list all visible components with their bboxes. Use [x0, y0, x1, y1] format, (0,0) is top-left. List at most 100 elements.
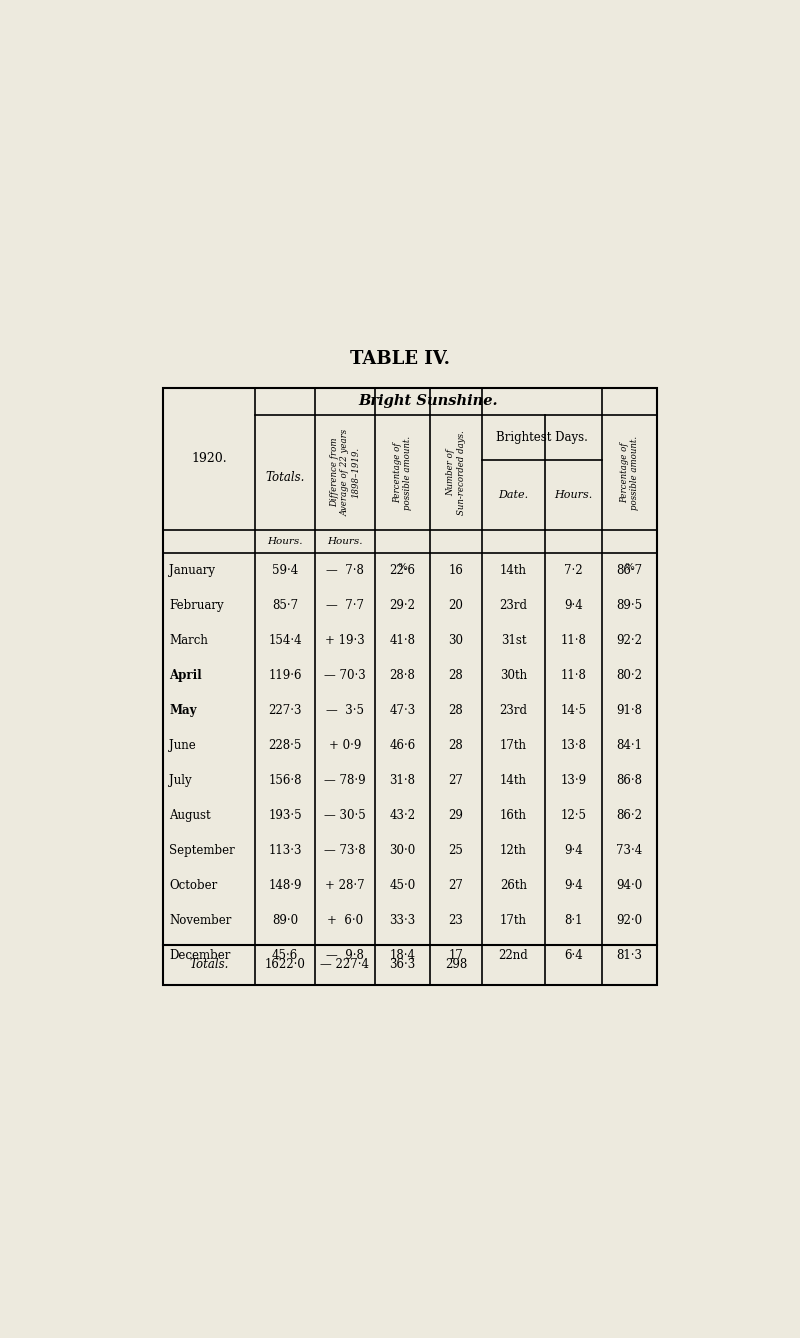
Text: 7·2: 7·2 — [564, 565, 583, 577]
Text: 113·3: 113·3 — [268, 844, 302, 858]
Text: 26th: 26th — [500, 879, 527, 892]
Text: October: October — [169, 879, 218, 892]
Text: — 30·5: — 30·5 — [324, 809, 366, 822]
Text: 86·2: 86·2 — [617, 809, 642, 822]
Text: 45·0: 45·0 — [390, 879, 416, 892]
Text: 33·3: 33·3 — [390, 914, 416, 927]
Text: June: June — [169, 739, 196, 752]
Text: 94·0: 94·0 — [616, 879, 642, 892]
Text: Date.: Date. — [498, 490, 529, 500]
Text: — 227·4: — 227·4 — [321, 958, 370, 971]
Text: Hours.: Hours. — [554, 490, 593, 500]
Text: %: % — [398, 563, 407, 573]
Text: 8·1: 8·1 — [564, 914, 582, 927]
Text: 46·6: 46·6 — [390, 739, 416, 752]
Text: September: September — [169, 844, 234, 858]
Text: 17th: 17th — [500, 914, 527, 927]
Text: 27: 27 — [449, 879, 463, 892]
Text: 29: 29 — [449, 809, 463, 822]
Text: 193·5: 193·5 — [268, 809, 302, 822]
Text: April: April — [169, 669, 202, 682]
Text: 17th: 17th — [500, 739, 527, 752]
Text: 14·5: 14·5 — [561, 704, 586, 717]
Text: 73·4: 73·4 — [616, 844, 642, 858]
Text: 28: 28 — [449, 704, 463, 717]
Text: 36·3: 36·3 — [390, 958, 416, 971]
Text: —  3·5: — 3·5 — [326, 704, 364, 717]
Text: — 70·3: — 70·3 — [324, 669, 366, 682]
Text: 23rd: 23rd — [499, 599, 527, 611]
Text: 12th: 12th — [500, 844, 527, 858]
Text: 81·3: 81·3 — [617, 949, 642, 962]
Text: 86·7: 86·7 — [617, 565, 642, 577]
Text: 89·0: 89·0 — [272, 914, 298, 927]
Text: 22nd: 22nd — [498, 949, 528, 962]
Text: March: March — [169, 634, 208, 648]
Text: 28·8: 28·8 — [390, 669, 415, 682]
Text: —  7·7: — 7·7 — [326, 599, 364, 611]
Text: 23rd: 23rd — [499, 704, 527, 717]
Text: 298: 298 — [445, 958, 467, 971]
Text: 14th: 14th — [500, 565, 527, 577]
Text: 16th: 16th — [500, 809, 527, 822]
Text: 228·5: 228·5 — [268, 739, 302, 752]
Text: 27: 27 — [449, 773, 463, 787]
Text: 89·5: 89·5 — [617, 599, 642, 611]
Text: Number of
Sun-recorded days.: Number of Sun-recorded days. — [446, 429, 466, 515]
Text: 23: 23 — [449, 914, 463, 927]
Text: May: May — [169, 704, 197, 717]
Text: 45·6: 45·6 — [272, 949, 298, 962]
Text: Totals.: Totals. — [190, 958, 229, 971]
Text: 41·8: 41·8 — [390, 634, 415, 648]
Text: 17: 17 — [449, 949, 463, 962]
Text: 86·8: 86·8 — [617, 773, 642, 787]
Text: 14th: 14th — [500, 773, 527, 787]
Text: 11·8: 11·8 — [561, 634, 586, 648]
Text: Bright Sunshine.: Bright Sunshine. — [358, 395, 498, 408]
Text: %: % — [625, 563, 634, 573]
Text: 16: 16 — [449, 565, 463, 577]
Text: January: January — [169, 565, 215, 577]
Text: Difference from
Average of 22 years
1898–1919.: Difference from Average of 22 years 1898… — [330, 429, 360, 516]
Text: Brightest Days.: Brightest Days. — [496, 431, 588, 444]
Text: 80·2: 80·2 — [617, 669, 642, 682]
Text: 47·3: 47·3 — [390, 704, 416, 717]
Text: 13·8: 13·8 — [561, 739, 586, 752]
Text: 29·2: 29·2 — [390, 599, 415, 611]
Text: November: November — [169, 914, 231, 927]
Text: 1622·0: 1622·0 — [265, 958, 306, 971]
Bar — [163, 388, 657, 985]
Text: + 28·7: + 28·7 — [325, 879, 365, 892]
Text: 119·6: 119·6 — [268, 669, 302, 682]
Text: 20: 20 — [449, 599, 463, 611]
Text: 1920.: 1920. — [191, 452, 227, 466]
Text: February: February — [169, 599, 224, 611]
Text: 84·1: 84·1 — [617, 739, 642, 752]
Text: +  6·0: + 6·0 — [327, 914, 363, 927]
Text: Hours.: Hours. — [267, 537, 302, 546]
Text: —  9·8: — 9·8 — [326, 949, 364, 962]
Text: 30·0: 30·0 — [390, 844, 416, 858]
Text: TABLE IV.: TABLE IV. — [350, 351, 450, 368]
Text: 22·6: 22·6 — [390, 565, 415, 577]
Text: Percentage of
possible amount.: Percentage of possible amount. — [393, 435, 412, 510]
Text: 31·8: 31·8 — [390, 773, 415, 787]
Text: —  7·8: — 7·8 — [326, 565, 364, 577]
Text: — 78·9: — 78·9 — [324, 773, 366, 787]
Text: + 19·3: + 19·3 — [325, 634, 365, 648]
Text: 28: 28 — [449, 739, 463, 752]
Text: 9·4: 9·4 — [564, 844, 583, 858]
Text: July: July — [169, 773, 192, 787]
Text: 6·4: 6·4 — [564, 949, 583, 962]
Text: Percentage of
possible amount.: Percentage of possible amount. — [620, 435, 639, 510]
Text: 11·8: 11·8 — [561, 669, 586, 682]
Text: Totals.: Totals. — [266, 471, 305, 484]
Text: 91·8: 91·8 — [617, 704, 642, 717]
Text: 43·2: 43·2 — [390, 809, 415, 822]
Text: 156·8: 156·8 — [268, 773, 302, 787]
Text: 9·4: 9·4 — [564, 599, 583, 611]
Text: 9·4: 9·4 — [564, 879, 583, 892]
Text: 28: 28 — [449, 669, 463, 682]
Text: 85·7: 85·7 — [272, 599, 298, 611]
Text: 13·9: 13·9 — [561, 773, 586, 787]
